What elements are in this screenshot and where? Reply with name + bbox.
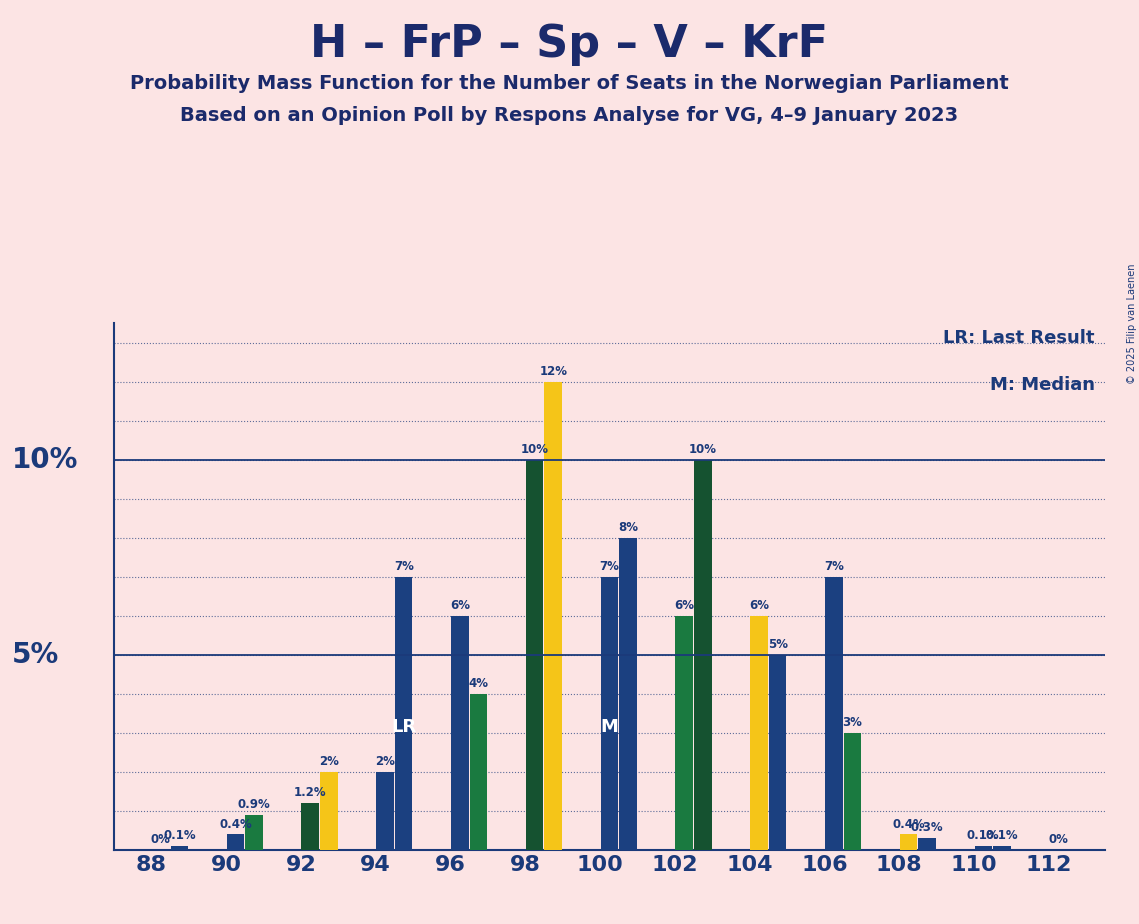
Text: 0%: 0% [150, 833, 171, 846]
Text: 0.1%: 0.1% [163, 829, 196, 843]
Bar [751, 616, 768, 850]
Text: 7%: 7% [599, 560, 620, 573]
Text: © 2025 Filip van Laenen: © 2025 Filip van Laenen [1126, 263, 1137, 383]
Bar [302, 803, 319, 850]
Text: H – FrP – Sp – V – KrF: H – FrP – Sp – V – KrF [311, 23, 828, 67]
Text: 0.4%: 0.4% [892, 818, 925, 831]
Text: M: M [600, 718, 618, 736]
Bar [694, 460, 712, 850]
Bar [993, 846, 1010, 850]
Bar [825, 577, 843, 850]
Text: 6%: 6% [450, 599, 469, 612]
Text: 10%: 10% [11, 446, 77, 474]
Text: 3%: 3% [843, 716, 862, 729]
Bar [769, 655, 786, 850]
Text: 0.1%: 0.1% [967, 829, 1000, 843]
Bar [469, 694, 487, 850]
Bar [600, 577, 618, 850]
Text: 0%: 0% [1048, 833, 1068, 846]
Text: LR: Last Result: LR: Last Result [943, 329, 1095, 346]
Text: 7%: 7% [394, 560, 413, 573]
Text: 6%: 6% [749, 599, 769, 612]
Text: 4%: 4% [468, 677, 489, 690]
Text: 8%: 8% [618, 521, 638, 534]
Text: 7%: 7% [823, 560, 844, 573]
Text: 5%: 5% [768, 638, 788, 651]
Bar [376, 772, 394, 850]
Text: 0.1%: 0.1% [985, 829, 1018, 843]
Bar [544, 382, 562, 850]
Bar [245, 815, 263, 850]
Text: 6%: 6% [674, 599, 694, 612]
Text: 10%: 10% [689, 443, 716, 456]
Text: 2%: 2% [375, 755, 395, 768]
Bar [395, 577, 412, 850]
Text: LR: LR [391, 718, 416, 736]
Bar [975, 846, 992, 850]
Bar [918, 838, 936, 850]
Bar [844, 733, 861, 850]
Text: 0.3%: 0.3% [911, 821, 943, 834]
Text: 2%: 2% [319, 755, 338, 768]
Text: 5%: 5% [11, 641, 58, 669]
Bar [675, 616, 693, 850]
Text: 1.2%: 1.2% [294, 786, 327, 799]
Bar [320, 772, 337, 850]
Text: Based on an Opinion Poll by Respons Analyse for VG, 4–9 January 2023: Based on an Opinion Poll by Respons Anal… [180, 106, 959, 126]
Text: 0.9%: 0.9% [238, 798, 270, 811]
Text: 12%: 12% [539, 365, 567, 378]
Text: M: Median: M: Median [990, 376, 1095, 394]
Bar [451, 616, 468, 850]
Bar [900, 834, 917, 850]
Text: 0.4%: 0.4% [219, 818, 252, 831]
Bar [526, 460, 543, 850]
Text: 10%: 10% [521, 443, 549, 456]
Bar [620, 538, 637, 850]
Bar [171, 846, 188, 850]
Text: Probability Mass Function for the Number of Seats in the Norwegian Parliament: Probability Mass Function for the Number… [130, 74, 1009, 93]
Bar [227, 834, 244, 850]
